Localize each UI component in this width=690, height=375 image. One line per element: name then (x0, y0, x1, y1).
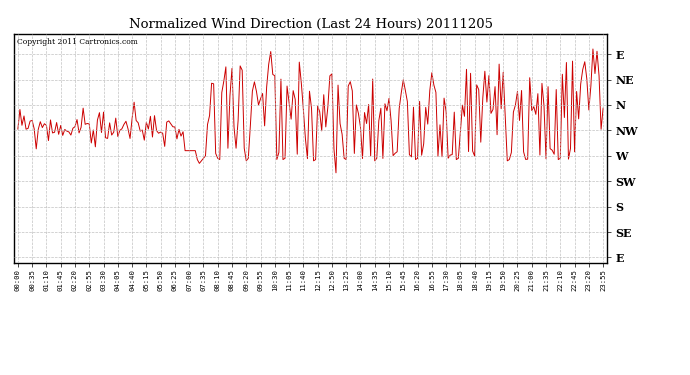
Text: Copyright 2011 Cartronics.com: Copyright 2011 Cartronics.com (17, 38, 137, 46)
Title: Normalized Wind Direction (Last 24 Hours) 20111205: Normalized Wind Direction (Last 24 Hours… (128, 18, 493, 31)
